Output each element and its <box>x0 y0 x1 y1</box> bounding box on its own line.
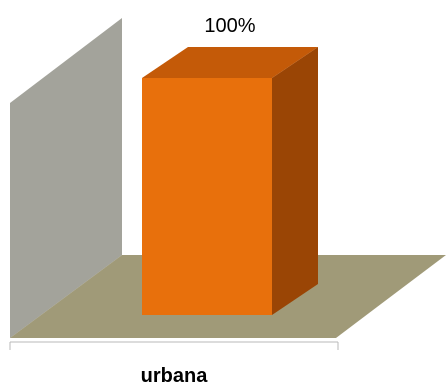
bar-top-face <box>142 47 318 78</box>
bar-series <box>142 47 318 315</box>
data-label-urbana: 100% <box>204 15 255 37</box>
x-tick-label-urbana: urbana <box>141 365 209 385</box>
back-wall <box>10 18 122 338</box>
bar-urbana <box>142 78 272 315</box>
bar-side-face <box>272 47 318 315</box>
